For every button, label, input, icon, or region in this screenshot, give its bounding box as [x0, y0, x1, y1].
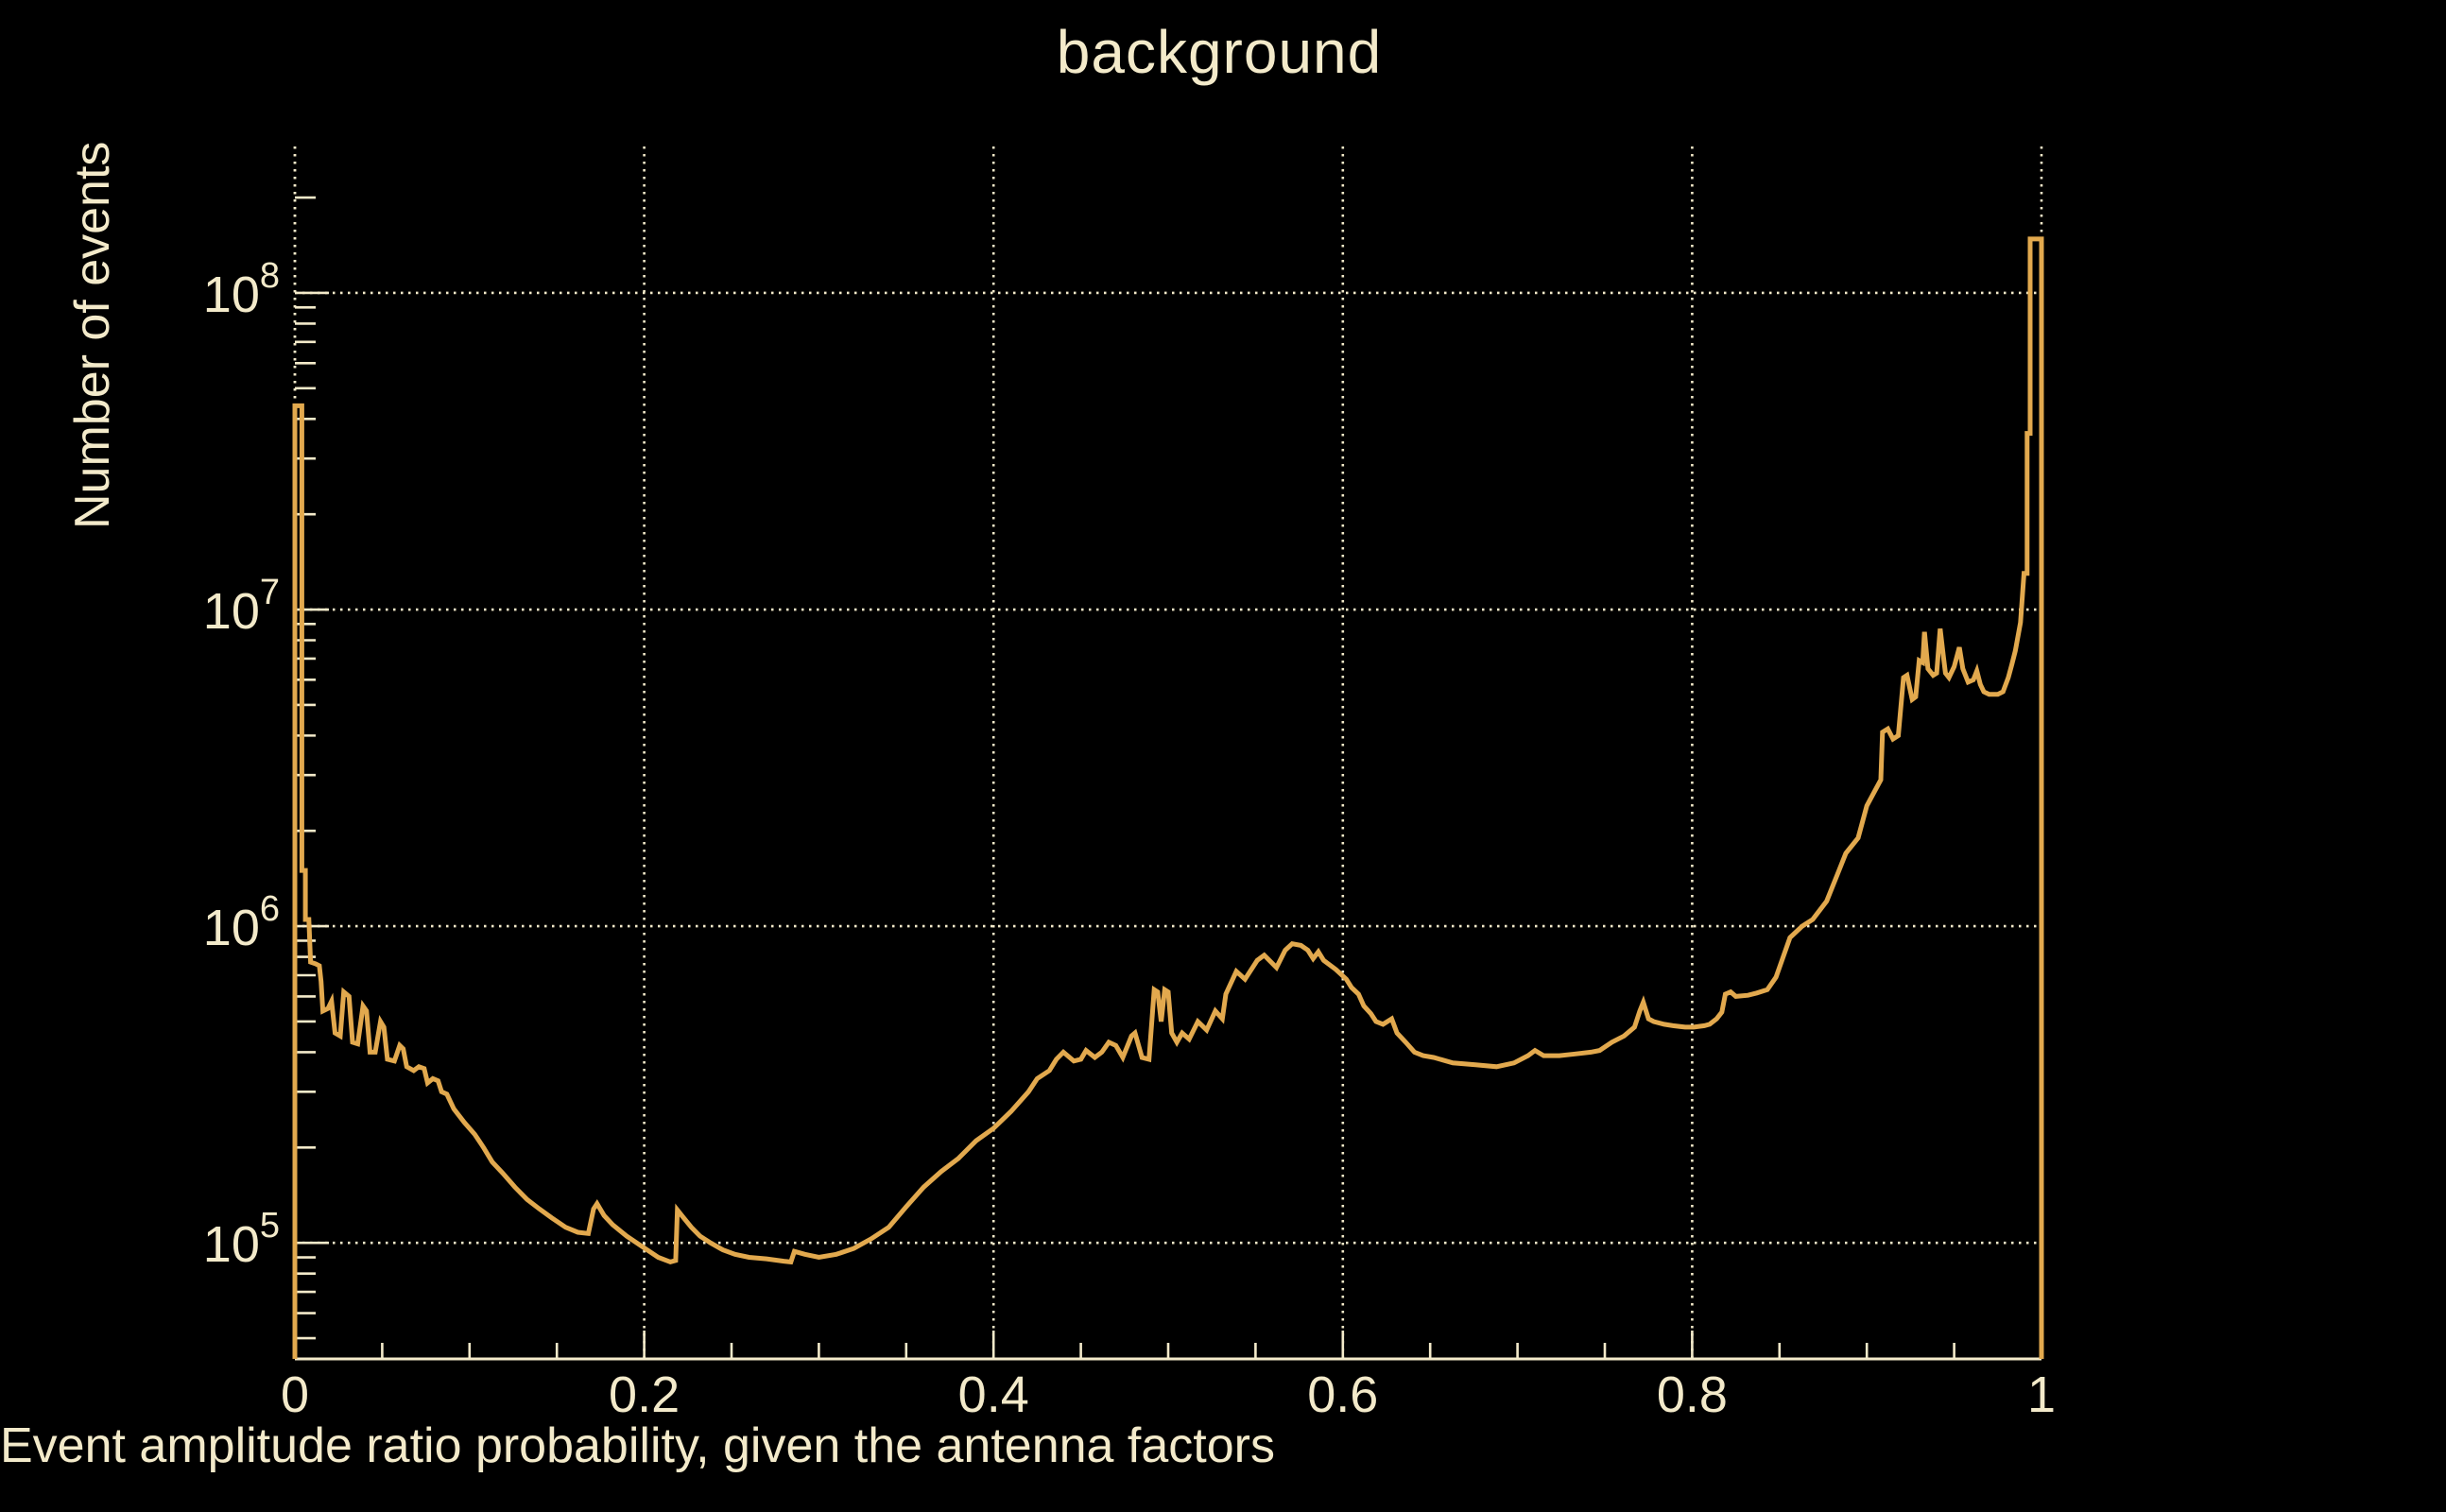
series-background	[292, 236, 2044, 1359]
chart-title: background	[0, 17, 2446, 87]
y-tick-label: 107	[203, 573, 280, 640]
x-tick-label: 1	[2027, 1366, 2056, 1423]
chart-title-text: background	[1056, 18, 1383, 86]
y-tick-label: 106	[203, 889, 280, 956]
tick-labels: 0 0.2 0.4 0.6 0.8 1 105 106 107 108	[203, 256, 2056, 1423]
tick-marks	[293, 196, 2043, 1359]
x-tick-label: 0.6	[1307, 1366, 1378, 1423]
y-tick-label: 108	[203, 256, 280, 323]
x-tick-label: 0.4	[958, 1366, 1029, 1423]
y-tick-label: 105	[203, 1206, 280, 1273]
x-tick-label: 0.8	[1657, 1366, 1728, 1423]
grid-lines	[293, 146, 2043, 1359]
x-tick-label: 0.2	[609, 1366, 680, 1423]
x-tick-label: 0	[281, 1366, 309, 1423]
